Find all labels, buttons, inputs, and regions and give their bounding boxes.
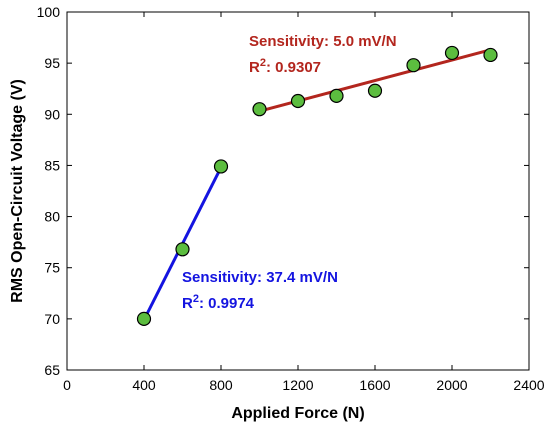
- data-point: [329, 88, 344, 103]
- x-tick-label: 800: [209, 377, 233, 393]
- data-point: [444, 45, 460, 61]
- annotations: Sensitivity: 37.4 mV/N R2: 0.9974 Sensitiv…: [182, 33, 397, 312]
- x-tick-label: 400: [132, 377, 156, 393]
- y-axis-label: RMS Open-Circuit Voltage (V): [9, 79, 26, 303]
- y-tick-label: 80: [44, 209, 60, 225]
- y-tick-label: 70: [44, 311, 60, 327]
- data-points: [136, 45, 498, 326]
- y-tick-label: 90: [44, 106, 60, 122]
- y-tick-label: 95: [44, 55, 60, 71]
- data-point: [252, 102, 267, 117]
- sensitivity-label-2: Sensitivity: 5.0 mV/N: [249, 33, 397, 50]
- data-point: [367, 83, 383, 98]
- sensitivity-label-1: Sensitivity: 37.4 mV/N: [182, 269, 338, 286]
- x-tick-label: 2000: [436, 377, 467, 393]
- x-tick-label: 2400: [513, 377, 544, 393]
- x-tick-label: 1600: [359, 377, 390, 393]
- data-point: [136, 311, 152, 326]
- y-tick-label: 75: [44, 260, 60, 276]
- y-tick-label: 65: [44, 362, 60, 378]
- r2-label-2: R2: 0.9307: [249, 57, 321, 76]
- x-tick-label: 0: [63, 377, 71, 393]
- data-point: [175, 242, 190, 257]
- y-tick-label: 100: [37, 4, 61, 20]
- y-axis-ticks: 65 70 75 80 85 90 95 100: [37, 4, 529, 378]
- data-point: [406, 58, 421, 73]
- r2-label-1: R2: 0.9974: [182, 293, 255, 312]
- x-axis-ticks: 0 400 800 1200 1600 2000 2400: [63, 12, 545, 393]
- data-point: [290, 93, 306, 109]
- data-point: [483, 47, 498, 63]
- x-tick-label: 1200: [282, 377, 313, 393]
- data-point: [213, 159, 229, 174]
- y-tick-label: 85: [44, 157, 60, 173]
- x-axis-label: Applied Force (N): [231, 405, 364, 422]
